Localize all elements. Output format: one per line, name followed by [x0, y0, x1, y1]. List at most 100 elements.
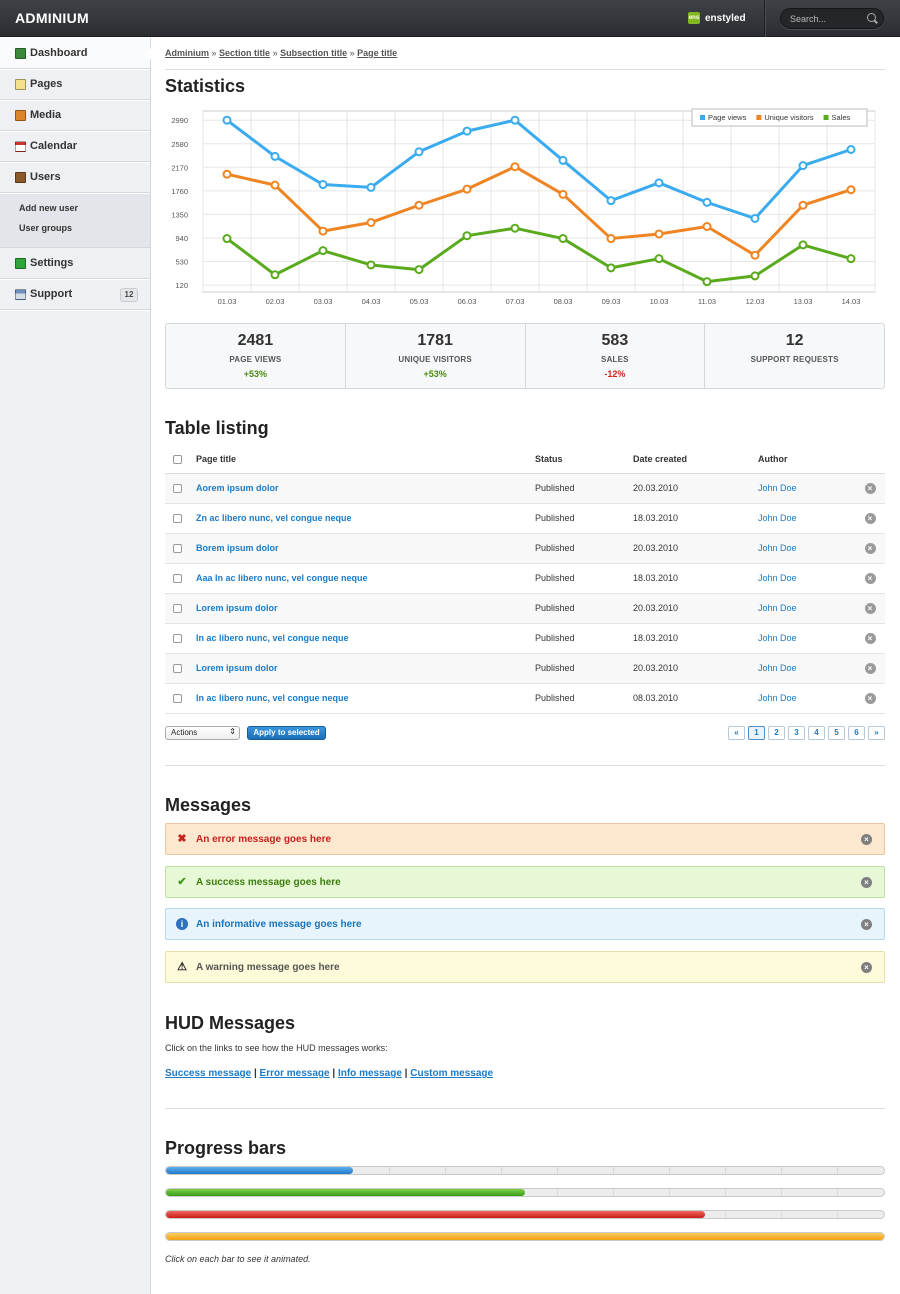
row-checkbox[interactable] [173, 694, 182, 704]
page-title-link[interactable]: Zn ac libero nunc, vel congue neque [196, 513, 352, 523]
data-point [846, 144, 856, 154]
data-point [222, 115, 232, 125]
users-icon [15, 171, 26, 183]
pager-page[interactable]: 2 [768, 726, 785, 740]
row-checkbox[interactable] [173, 574, 182, 584]
hud-custom-link[interactable]: Custom message [410, 1068, 494, 1079]
page-title-link[interactable]: Aorem ipsum dolor [196, 483, 279, 493]
row-checkbox[interactable] [173, 544, 182, 554]
data-point [318, 226, 328, 236]
author-link[interactable]: John Doe [758, 633, 797, 643]
data-point [366, 182, 376, 192]
column-header-author[interactable]: Author [758, 445, 855, 474]
column-header-title[interactable]: Page title [196, 445, 535, 474]
breadcrumb-link[interactable]: Adminium [165, 48, 209, 58]
author-link[interactable]: John Doe [758, 573, 797, 583]
search-icon[interactable] [867, 13, 876, 22]
subnav-user-groups[interactable]: User groups [19, 223, 73, 233]
user-menu[interactable]: ens enstyled [688, 12, 746, 24]
pager-page[interactable]: 1 [748, 726, 765, 740]
pages-icon [15, 78, 26, 90]
select-all-checkbox[interactable] [173, 454, 182, 464]
brand-logo[interactable]: ADMINIUM [15, 10, 89, 26]
pager-page[interactable]: 4 [808, 726, 825, 740]
pager-page[interactable]: 3 [788, 726, 805, 740]
author-link[interactable]: John Doe [758, 543, 797, 553]
sidebar-item-users[interactable]: Users [0, 162, 150, 193]
user-name: enstyled [705, 12, 746, 24]
delete-icon[interactable]: × [864, 542, 876, 554]
author-link[interactable]: John Doe [758, 603, 797, 613]
pager-next[interactable]: » [868, 726, 885, 740]
subnav-add-new-user[interactable]: Add new user [19, 203, 79, 213]
page-title-link[interactable]: Aaa In ac libero nunc, vel congue neque [196, 573, 368, 583]
sidebar-item-calendar[interactable]: Calendar [0, 131, 150, 162]
hud-info-link[interactable]: Info message [337, 1068, 402, 1079]
sidebar-item-settings[interactable]: Settings [0, 248, 150, 279]
breadcrumb-separator: » [211, 48, 217, 58]
row-checkbox[interactable] [173, 484, 182, 494]
page-title-link[interactable]: Lorem ipsum dolor [196, 663, 278, 673]
table-header-row: Page title Status Date created Author [165, 445, 885, 474]
sidebar-item-media[interactable]: Media [0, 100, 150, 131]
progress-bar-blue[interactable] [165, 1166, 885, 1175]
delete-icon[interactable]: × [864, 602, 876, 614]
progress-fill [166, 1233, 884, 1240]
row-checkbox[interactable] [173, 514, 182, 524]
sidebar-item-support[interactable]: Support 12 [0, 279, 150, 310]
page-title-link[interactable]: Lorem ipsum dolor [196, 603, 278, 613]
delete-icon[interactable]: × [864, 692, 876, 704]
y-tick-label: 2990 [171, 116, 188, 125]
breadcrumb-link[interactable]: Subsection title [280, 48, 348, 58]
search-input[interactable] [780, 8, 884, 29]
divider [165, 69, 885, 70]
pager-page[interactable]: 6 [848, 726, 865, 740]
breadcrumb-link[interactable]: Section title [219, 48, 271, 58]
line-chart: 120 530 940 1350 1760 2170 2580 2990 01.03 02.03 0… [171, 108, 876, 306]
y-tick-label: 2580 [171, 140, 188, 149]
data-point [414, 147, 424, 157]
row-checkbox[interactable] [173, 604, 182, 614]
support-count-badge: 12 [120, 288, 138, 302]
page-title-link[interactable]: In ac libero nunc, vel congue neque [196, 633, 349, 643]
delete-icon[interactable]: × [864, 482, 876, 494]
close-icon[interactable]: × [861, 834, 872, 845]
bulk-actions-select[interactable]: Actions [165, 726, 240, 740]
pager-prev[interactable]: « [728, 726, 745, 740]
hud-success-link[interactable]: Success message [165, 1068, 252, 1079]
delete-icon[interactable]: × [864, 572, 876, 584]
pager-page[interactable]: 5 [828, 726, 845, 740]
x-tick-label: 06.03 [458, 297, 477, 306]
sidebar-item-dashboard[interactable]: Dashboard [0, 38, 151, 69]
row-checkbox[interactable] [173, 634, 182, 644]
breadcrumb-link[interactable]: Page title [357, 48, 398, 58]
sidebar-item-label: Support [30, 288, 73, 300]
column-header-date[interactable]: Date created [633, 445, 758, 474]
status-cell: Published [535, 653, 633, 684]
sidebar-item-pages[interactable]: Pages [0, 69, 150, 100]
delete-icon[interactable]: × [864, 662, 876, 674]
close-icon[interactable]: × [861, 919, 872, 930]
author-link[interactable]: John Doe [758, 663, 797, 673]
progress-bar-red[interactable] [165, 1210, 885, 1219]
page-title-link[interactable]: Borem ipsum dolor [196, 543, 279, 553]
table-row: Aaa In ac libero nunc, vel congue neque P… [165, 563, 885, 594]
data-point [558, 234, 568, 244]
row-checkbox[interactable] [173, 664, 182, 674]
close-icon[interactable]: × [861, 877, 872, 888]
message-text: An error message goes here [196, 833, 332, 845]
date-cell: 18.03.2010 [633, 623, 758, 654]
progress-bar-orange[interactable] [165, 1232, 885, 1241]
author-link[interactable]: John Doe [758, 513, 797, 523]
author-link[interactable]: John Doe [758, 483, 797, 493]
x-tick-label: 05.03 [410, 297, 429, 306]
delete-icon[interactable]: × [864, 632, 876, 644]
column-header-status[interactable]: Status [535, 445, 633, 474]
apply-to-selected-button[interactable]: Apply to selected [247, 726, 326, 740]
hud-error-link[interactable]: Error message [259, 1068, 330, 1079]
progress-bar-green[interactable] [165, 1188, 885, 1197]
delete-icon[interactable]: × [864, 512, 876, 524]
author-link[interactable]: John Doe [758, 693, 797, 703]
close-icon[interactable]: × [861, 962, 872, 973]
page-title-link[interactable]: In ac libero nunc, vel congue neque [196, 693, 349, 703]
